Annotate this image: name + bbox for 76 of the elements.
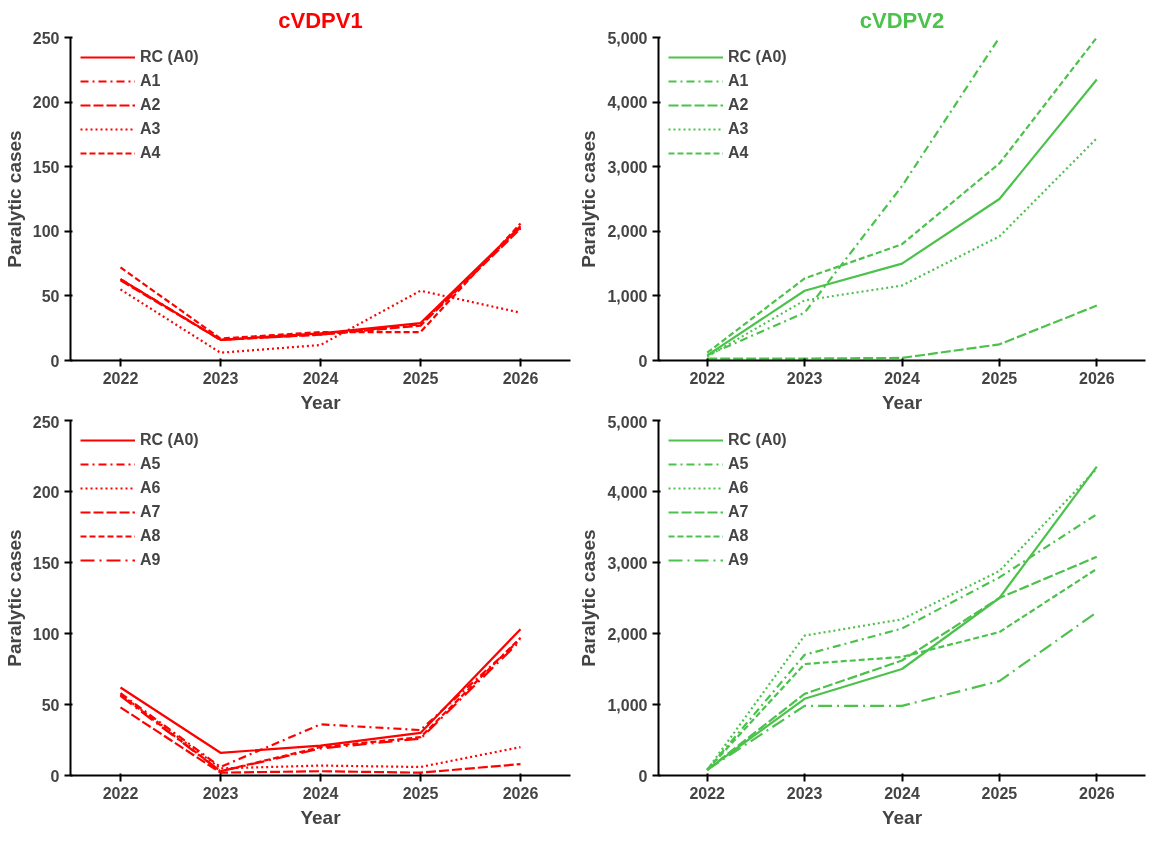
- legend-label: A2: [140, 95, 161, 115]
- legend-label: A9: [728, 550, 749, 570]
- legend-label: A3: [728, 119, 749, 139]
- y-tick-label: 250: [32, 29, 60, 47]
- y-tick-label: 100: [32, 625, 60, 643]
- legend-label: A7: [140, 502, 161, 522]
- legend-label: RC (A0): [728, 47, 787, 67]
- y-tick-label: 0: [638, 767, 648, 785]
- x-tick-label: 2026: [502, 784, 539, 802]
- y-tick-label: 4,000: [607, 94, 648, 112]
- y-tick-label: 50: [41, 696, 60, 714]
- x-axis-title: Year: [881, 806, 923, 828]
- legend-label: A6: [728, 478, 749, 498]
- x-tick-label: 2025: [981, 369, 1018, 387]
- y-tick-label: 200: [32, 483, 60, 501]
- y-tick-label: 1,000: [607, 696, 648, 714]
- x-tick-label: 2025: [402, 369, 439, 387]
- legend-label: A1: [728, 71, 749, 91]
- y-tick-label: 2,000: [607, 223, 648, 241]
- y-tick-label: 2,000: [607, 625, 648, 643]
- y-tick-label: 150: [32, 158, 60, 176]
- y-tick-label: 100: [32, 223, 60, 241]
- x-tick-label: 2023: [786, 784, 823, 802]
- legend-label: A7: [728, 502, 749, 522]
- legend-label: A2: [728, 95, 749, 115]
- legend-label: A8: [140, 526, 161, 546]
- y-tick-label: 5,000: [607, 413, 648, 431]
- y-tick-label: 200: [32, 94, 60, 112]
- y-tick-label: 0: [50, 352, 60, 370]
- x-axis-title: Year: [881, 391, 923, 413]
- legend-label: A3: [140, 119, 161, 139]
- chart-title: cVDPV2: [859, 7, 945, 33]
- y-axis-title: Paralytic cases: [578, 529, 600, 667]
- x-tick-label: 2022: [102, 784, 139, 802]
- y-tick-label: 3,000: [607, 158, 648, 176]
- y-axis-title: Paralytic cases: [3, 130, 25, 268]
- y-tick-label: 3,000: [607, 554, 648, 572]
- x-axis-title: Year: [300, 806, 342, 828]
- x-tick-label: 2025: [402, 784, 439, 802]
- y-tick-label: 5,000: [607, 29, 648, 47]
- legend-label: A5: [728, 454, 749, 474]
- x-tick-label: 2023: [202, 369, 239, 387]
- x-tick-label: 2025: [981, 784, 1018, 802]
- legend-label: A5: [140, 454, 161, 474]
- x-axis-title: Year: [300, 391, 342, 413]
- x-tick-label: 2023: [786, 369, 823, 387]
- y-tick-label: 4,000: [607, 483, 648, 501]
- legend-label: A4: [728, 143, 749, 163]
- legend-label: A4: [140, 143, 161, 163]
- legend-label: RC (A0): [140, 430, 199, 450]
- x-tick-label: 2022: [689, 369, 726, 387]
- x-tick-label: 2026: [1079, 784, 1115, 802]
- legend-label: A9: [140, 550, 161, 570]
- x-tick-label: 2026: [502, 369, 539, 387]
- y-tick-label: 1,000: [607, 287, 648, 305]
- y-axis-title: Paralytic cases: [3, 529, 25, 667]
- x-tick-label: 2024: [884, 784, 920, 802]
- y-tick-label: 50: [41, 287, 60, 305]
- legend-label: RC (A0): [728, 430, 787, 450]
- y-tick-label: 0: [638, 352, 648, 370]
- legend-label: A6: [140, 478, 161, 498]
- y-tick-label: 150: [32, 554, 60, 572]
- y-tick-label: 0: [50, 767, 60, 785]
- x-tick-label: 2022: [102, 369, 139, 387]
- chart-title: cVDPV1: [278, 7, 363, 33]
- x-tick-label: 2023: [202, 784, 239, 802]
- x-tick-label: 2024: [302, 784, 339, 802]
- legend-label: A1: [140, 71, 161, 91]
- x-tick-label: 2022: [689, 784, 726, 802]
- y-axis-title: Paralytic cases: [578, 130, 600, 268]
- x-tick-label: 2026: [1079, 369, 1115, 387]
- legend-label: A8: [728, 526, 749, 546]
- x-tick-label: 2024: [884, 369, 920, 387]
- legend-label: RC (A0): [140, 47, 199, 67]
- y-tick-label: 250: [32, 413, 60, 431]
- x-tick-label: 2024: [302, 369, 339, 387]
